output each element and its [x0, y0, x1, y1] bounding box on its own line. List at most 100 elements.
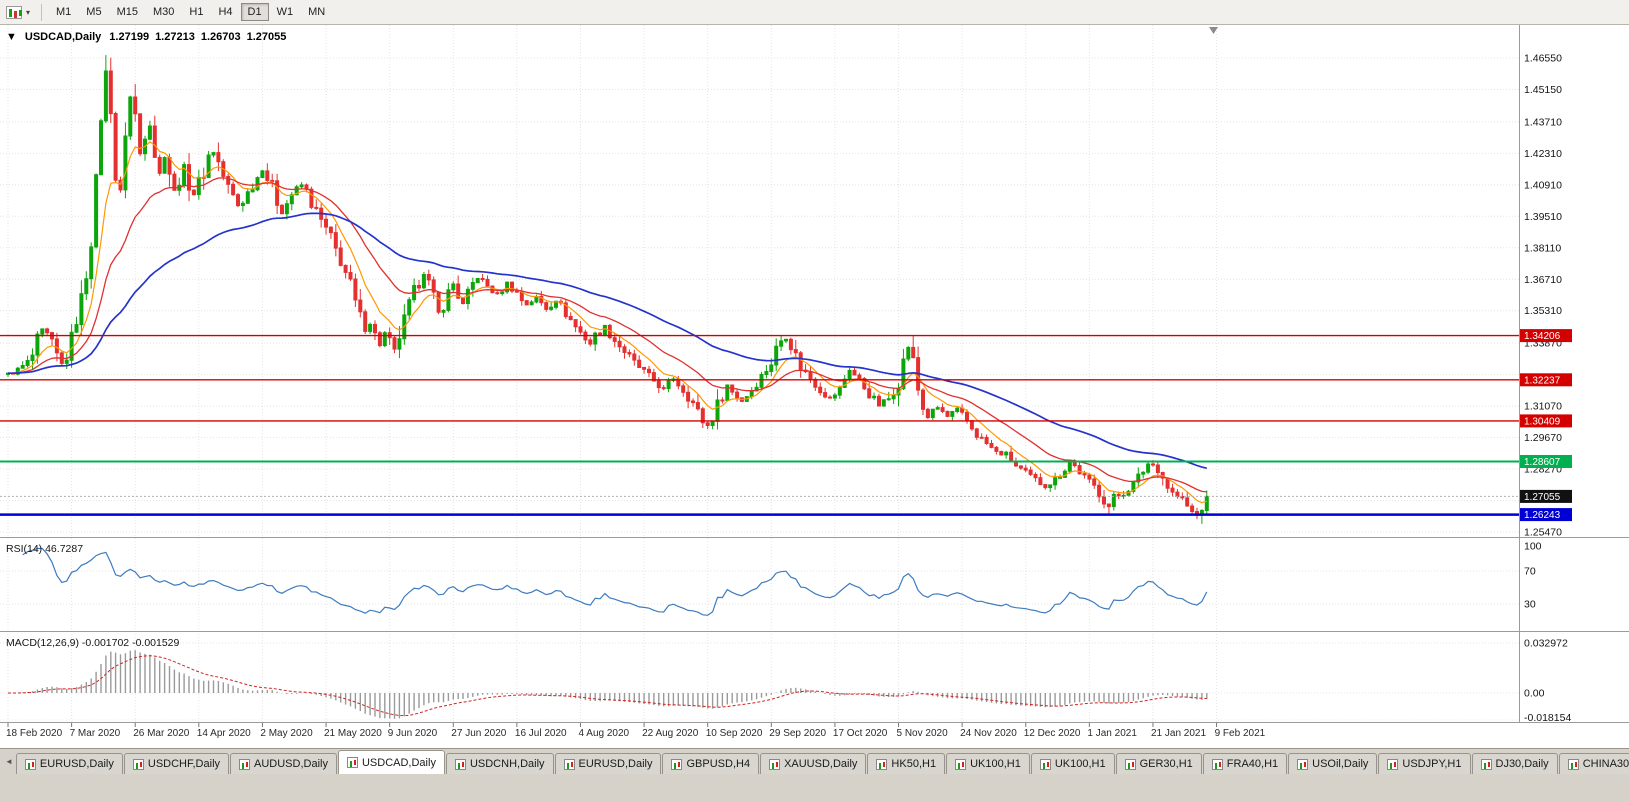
macd-indicator [8, 650, 1208, 719]
status-strip [0, 774, 1629, 802]
chart-candles-icon[interactable] [6, 5, 22, 19]
date-label: 24 Nov 2020 [960, 728, 1017, 739]
svg-text:-0.018154: -0.018154 [1524, 712, 1571, 724]
mini-chart-icon [346, 757, 358, 768]
mini-chart-icon [1211, 758, 1223, 770]
chart-tab-label: EURUSD,Daily [39, 758, 114, 770]
chart-tab-label: AUDUSD,Daily [254, 758, 328, 770]
horizontal-level-lines[interactable] [0, 334, 1519, 516]
svg-text:1.27055: 1.27055 [1524, 492, 1561, 503]
symbol-period-label: USDCAD,Daily [25, 31, 102, 43]
timeframe-button-m30[interactable]: M30 [146, 3, 181, 21]
timeframe-button-d1[interactable]: D1 [240, 3, 269, 21]
chart-tab-label: GBPUSD,H4 [686, 758, 751, 770]
mini-chart-icon [24, 758, 36, 770]
svg-text:1.30409: 1.30409 [1524, 416, 1561, 427]
time-axis[interactable]: 18 Feb 2020 7 Mar 2020 26 Mar 2020 14 Apr 2… [6, 723, 1266, 739]
svg-text:1.35310: 1.35310 [1524, 305, 1562, 317]
toolbar-dropdown-icon[interactable]: ▾ [26, 7, 31, 17]
timeframe-button-h4[interactable]: H4 [211, 3, 239, 21]
chart-tab-usdchf-daily[interactable]: USDCHF,Daily [123, 753, 230, 774]
date-label: 14 Apr 2020 [197, 728, 251, 739]
rsi-indicator-line [22, 547, 1208, 616]
chart-tab-usdjpy-h1[interactable]: USDJPY,H1 [1378, 753, 1471, 774]
chart-tabs: EURUSD,Daily USDCHF,Daily AUDUSD,Daily U… [15, 750, 1629, 774]
timeframe-button-m1[interactable]: M1 [49, 3, 78, 21]
chart-tab-eurusd-daily[interactable]: EURUSD,Daily [554, 753, 662, 774]
chart-tab-label: USDCNH,Daily [469, 758, 545, 770]
price-axis[interactable]: 1.46550 1.45150 1.43710 1.42310 1.40910 1.395… [0, 25, 1629, 724]
svg-text:1.36710: 1.36710 [1524, 274, 1562, 286]
svg-text:1.32237: 1.32237 [1524, 375, 1561, 386]
chart-shift-marker-icon[interactable] [1209, 27, 1218, 34]
chart-tab-label: DJ30,Daily [1495, 758, 1549, 770]
candlesticks [6, 55, 1209, 524]
svg-text:1.34206: 1.34206 [1524, 331, 1561, 342]
mini-chart-icon [239, 758, 251, 770]
date-label: 27 Jun 2020 [451, 728, 506, 739]
chart-tab-china300-h1[interactable]: CHINA300,H1 [1558, 753, 1629, 774]
timeframe-button-h1[interactable]: H1 [182, 3, 210, 21]
chart-tab-label: UK100,H1 [970, 758, 1021, 770]
chart-tab-uk100-h1[interactable]: UK100,H1 [946, 753, 1030, 774]
chart-tab-label: XAUUSD,Daily [784, 758, 858, 770]
tab-scroll-left-icon[interactable]: ◄ [5, 757, 13, 766]
svg-text:1.25470: 1.25470 [1524, 527, 1562, 539]
macd-label: MACD(12,26,9) -0.001702 -0.001529 [6, 637, 180, 649]
chart-grid [0, 25, 1519, 722]
mini-chart-icon [563, 758, 575, 770]
svg-text:1.29670: 1.29670 [1524, 432, 1562, 444]
mini-chart-icon [769, 758, 781, 770]
timeframe-button-mn[interactable]: MN [301, 3, 332, 21]
mini-chart-icon [1039, 758, 1051, 770]
chart-tab-xauusd-daily[interactable]: XAUUSD,Daily [760, 753, 867, 774]
timeframe-button-w1[interactable]: W1 [270, 3, 301, 21]
date-label: 9 Jun 2020 [388, 728, 438, 739]
svg-text:1.42310: 1.42310 [1524, 148, 1562, 160]
date-label: 12 Dec 2020 [1024, 728, 1081, 739]
chart-corner-title: ▼ USDCAD,Daily 1.27199 1.27213 1.26703 1.2705… [6, 31, 286, 43]
date-label: 1 Jan 2021 [1087, 728, 1137, 739]
date-label: 21 Jan 2021 [1151, 728, 1206, 739]
chart-area[interactable]: 1.46550 1.45150 1.43710 1.42310 1.40910 1.395… [0, 25, 1629, 743]
timeframe-button-m15[interactable]: M15 [110, 3, 145, 21]
svg-text:30: 30 [1524, 599, 1536, 611]
mini-chart-icon [876, 758, 888, 770]
date-label: 5 Nov 2020 [897, 728, 949, 739]
mini-chart-icon [1480, 758, 1492, 770]
timeframe-group: M1 M5 M15 M30 H1 H4 D1 W1 MN [49, 3, 332, 21]
svg-text:1.43710: 1.43710 [1524, 116, 1562, 128]
chart-tab-usdcad-daily[interactable]: USDCAD,Daily [337, 750, 445, 774]
moving-average-lines [7, 141, 1207, 504]
ohlc-open: 1.27199 [109, 31, 149, 43]
timeframe-button-m5[interactable]: M5 [79, 3, 108, 21]
chart-tab-usdcnh-daily[interactable]: USDCNH,Daily [445, 753, 554, 774]
svg-text:0.032972: 0.032972 [1524, 637, 1568, 649]
svg-text:1.45150: 1.45150 [1524, 84, 1562, 96]
svg-text:1.28607: 1.28607 [1524, 457, 1561, 468]
mini-chart-icon [1567, 758, 1579, 770]
one-click-trading-arrow-icon[interactable]: ▼ [6, 31, 17, 43]
chart-tab-hk50-h1[interactable]: HK50,H1 [867, 753, 946, 774]
chart-tab-gbpusd-h4[interactable]: GBPUSD,H4 [662, 753, 760, 774]
chart-tab-ger30-h1[interactable]: GER30,H1 [1115, 753, 1202, 774]
svg-text:1.40910: 1.40910 [1524, 179, 1562, 191]
chart-tab-usoil-daily[interactable]: USOil,Daily [1288, 753, 1378, 774]
chart-tab-label: USOil,Daily [1312, 758, 1369, 770]
chart-tab-audusd-daily[interactable]: AUDUSD,Daily [230, 753, 337, 774]
chart-tab-fra40-h1[interactable]: FRA40,H1 [1202, 753, 1288, 774]
chart-tab-label: FRA40,H1 [1226, 758, 1279, 770]
date-label: 29 Sep 2020 [769, 728, 826, 739]
level-price-badge [1520, 329, 1572, 343]
mini-chart-icon [1387, 758, 1399, 770]
date-label: 16 Jul 2020 [515, 728, 567, 739]
svg-text:1.39510: 1.39510 [1524, 211, 1562, 223]
chart-tab-uk100-h1[interactable]: UK100,H1 [1030, 753, 1115, 774]
chart-tab-eurusd-daily[interactable]: EURUSD,Daily [15, 753, 123, 774]
chart-tab-dj30-daily[interactable]: DJ30,Daily [1471, 753, 1558, 774]
chart-tab-label: UK100,H1 [1054, 758, 1106, 770]
chart-tab-label: USDCHF,Daily [147, 758, 221, 770]
svg-text:1.31070: 1.31070 [1524, 401, 1562, 413]
date-label: 18 Feb 2020 [6, 728, 63, 739]
chart-tab-label: EURUSD,Daily [578, 758, 653, 770]
